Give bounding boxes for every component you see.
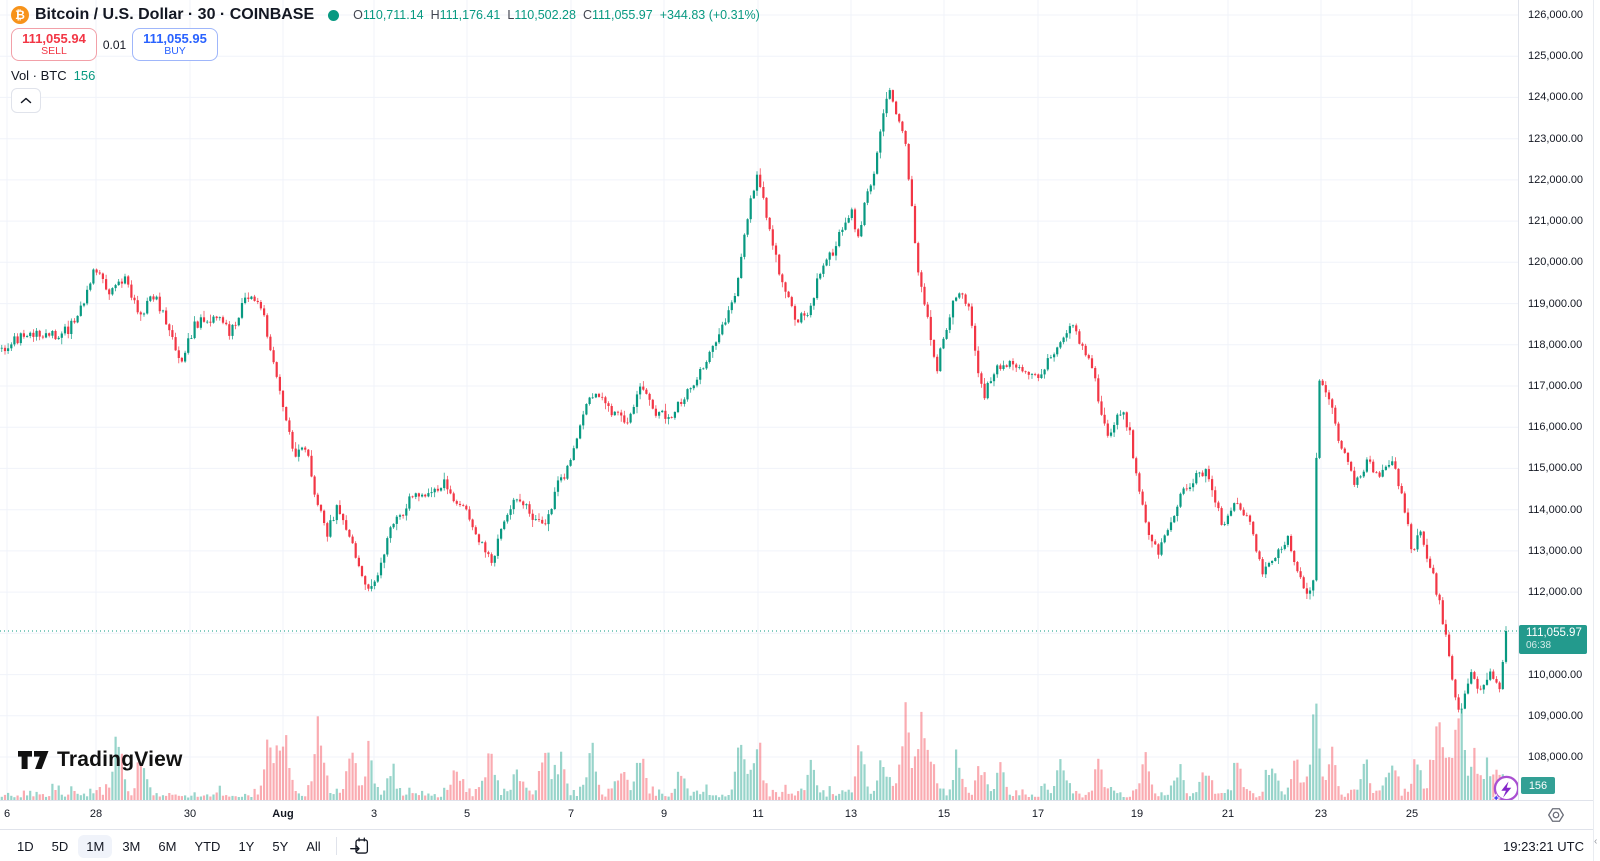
- volume-axis-badge: 156: [1521, 777, 1555, 794]
- right-panel-strip[interactable]: ‹: [1593, 0, 1600, 861]
- candlestick-chart[interactable]: [0, 0, 1518, 800]
- current-price-value: 111,055.97: [1526, 627, 1582, 640]
- time-axis[interactable]: 6 28 30 Aug 3 5 7 9 11 13 15 17 19 21 23 25: [0, 800, 1600, 830]
- price-axis-label: 108,000.00: [1528, 751, 1584, 763]
- change-value: +344.83 (+0.31%): [659, 8, 760, 22]
- high-value: 111,176.41: [439, 8, 501, 22]
- grid: [0, 0, 1518, 800]
- range-button-5y[interactable]: 5Y: [264, 835, 296, 858]
- price-axis-label: 121,000.00: [1528, 215, 1584, 228]
- price-axis-label: 117,000.00: [1528, 380, 1583, 392]
- volume-series: [0, 702, 1508, 800]
- buy-button[interactable]: 111,055.95 BUY: [132, 28, 218, 61]
- time-axis-label: 30: [183, 808, 197, 820]
- tradingview-logo-icon: [18, 751, 49, 769]
- time-axis-label: 17: [1031, 808, 1045, 820]
- market-status-dot[interactable]: [328, 9, 340, 21]
- calendar-goto-icon: [349, 837, 368, 854]
- time-axis-label: 3: [370, 808, 378, 820]
- time-axis-label: 7: [567, 808, 575, 820]
- range-button-3m[interactable]: 3M: [114, 835, 148, 858]
- toolbar-divider: [335, 837, 337, 855]
- range-button-1m[interactable]: 1M: [78, 834, 113, 858]
- range-button-1d[interactable]: 1D: [9, 835, 42, 858]
- bar-countdown: 06:38: [1526, 640, 1552, 652]
- trade-buttons-row: 111,055.94 SELL 0.01 111,055.95 BUY: [11, 28, 218, 61]
- volume-row: Vol · BTC 156: [11, 66, 95, 84]
- current-price-badge: 111,055.97 06:38: [1519, 625, 1587, 655]
- chevron-left-icon: ‹: [1594, 836, 1598, 847]
- price-axis-label: 122,000.00: [1528, 173, 1584, 186]
- watermark-text: TradingView: [57, 748, 183, 771]
- close-label: C: [582, 8, 592, 22]
- spread-value: 0.01: [102, 37, 127, 52]
- price-axis-label: 123,000.00: [1528, 132, 1584, 145]
- price-axis-label: 115,000.00: [1528, 462, 1583, 475]
- range-button-all[interactable]: All: [298, 835, 328, 858]
- buy-label: BUY: [164, 44, 186, 57]
- symbol-row: ₿ Bitcoin / U.S. Dollar · 30 · COINBASE …: [11, 4, 760, 26]
- time-axis-label: 19: [1130, 808, 1144, 820]
- volume-value: 156: [73, 67, 96, 83]
- time-axis-label: 21: [1221, 808, 1235, 820]
- time-axis-label: 5: [463, 808, 471, 820]
- chart-legend: ₿ Bitcoin / U.S. Dollar · 30 · COINBASE …: [11, 4, 760, 113]
- range-button-6m[interactable]: 6M: [150, 835, 184, 858]
- ohlc-values: O110,711.14 H111,176.41 L110,502.28 C111…: [353, 8, 760, 22]
- time-axis-label: 6: [3, 808, 11, 820]
- price-axis-label: 109,000.00: [1528, 709, 1584, 722]
- price-axis-label: 114,000.00: [1528, 503, 1583, 516]
- range-button-5d[interactable]: 5D: [44, 835, 77, 858]
- boost-lightning-icon[interactable]: [1489, 772, 1518, 800]
- bitcoin-icon: ₿: [11, 6, 29, 24]
- price-axis-label: 119,000.00: [1528, 297, 1583, 310]
- price-axis-label: 110,000.00: [1528, 668, 1583, 681]
- symbol-title[interactable]: Bitcoin / U.S. Dollar · 30 · COINBASE: [35, 6, 315, 23]
- close-value: 111,055.97: [591, 8, 653, 22]
- price-axis-label: 125,000.00: [1528, 50, 1584, 63]
- range-button-ytd[interactable]: YTD: [186, 835, 228, 858]
- time-axis-label: 9: [660, 808, 668, 820]
- time-axis-label: 25: [1405, 808, 1419, 820]
- range-buttons: 1D 5D 1M 3M 6M YTD 1Y 5Y All: [8, 834, 330, 858]
- time-axis-label: 11: [752, 808, 764, 820]
- axis-settings-gear-icon[interactable]: [1545, 804, 1567, 826]
- price-axis-label: 112,000.00: [1528, 586, 1583, 599]
- open-value: 110,711.14: [362, 8, 424, 22]
- high-label: H: [430, 8, 440, 22]
- time-axis-label: 28: [89, 808, 103, 820]
- sell-label: SELL: [41, 44, 67, 57]
- price-axis-label: 120,000.00: [1528, 256, 1584, 269]
- sell-button[interactable]: 111,055.94 SELL: [11, 28, 97, 61]
- price-axis-label: 126,000.00: [1528, 9, 1584, 21]
- price-axis[interactable]: 126,000.00 125,000.00 124,000.00 123,000.00…: [1518, 0, 1600, 800]
- chevron-up-icon: [20, 97, 32, 104]
- price-axis-label: 124,000.00: [1528, 91, 1584, 104]
- volume-label[interactable]: Vol · BTC: [11, 67, 67, 83]
- bottom-toolbar: 1D 5D 1M 3M 6M YTD 1Y 5Y All 19:23:21 UTC: [0, 829, 1600, 861]
- tradingview-watermark: TradingView: [18, 748, 183, 772]
- price-axis-label: 118,000.00: [1528, 338, 1583, 351]
- range-button-1y[interactable]: 1Y: [230, 835, 262, 858]
- time-axis-label: 13: [844, 808, 858, 820]
- low-value: 110,502.28: [514, 8, 576, 22]
- time-axis-label: 23: [1314, 808, 1328, 820]
- low-label: L: [507, 8, 515, 22]
- sell-price: 111,055.94: [22, 30, 86, 46]
- buy-price: 111,055.95: [143, 30, 207, 46]
- time-axis-label: Aug: [272, 808, 294, 820]
- time-axis-label: 15: [937, 808, 951, 820]
- price-axis-label: 113,000.00: [1528, 544, 1583, 557]
- candle-series: [0, 87, 1508, 714]
- go-to-date-button[interactable]: [345, 834, 374, 859]
- timezone-clock[interactable]: 19:23:21 UTC: [1503, 838, 1584, 854]
- collapse-legend-button[interactable]: [11, 88, 41, 113]
- chart-area[interactable]: TradingView ₿ Bitcoin / U.S. Dollar · 30…: [0, 0, 1518, 800]
- price-axis-label: 116,000.00: [1528, 421, 1583, 434]
- open-label: O: [353, 8, 363, 22]
